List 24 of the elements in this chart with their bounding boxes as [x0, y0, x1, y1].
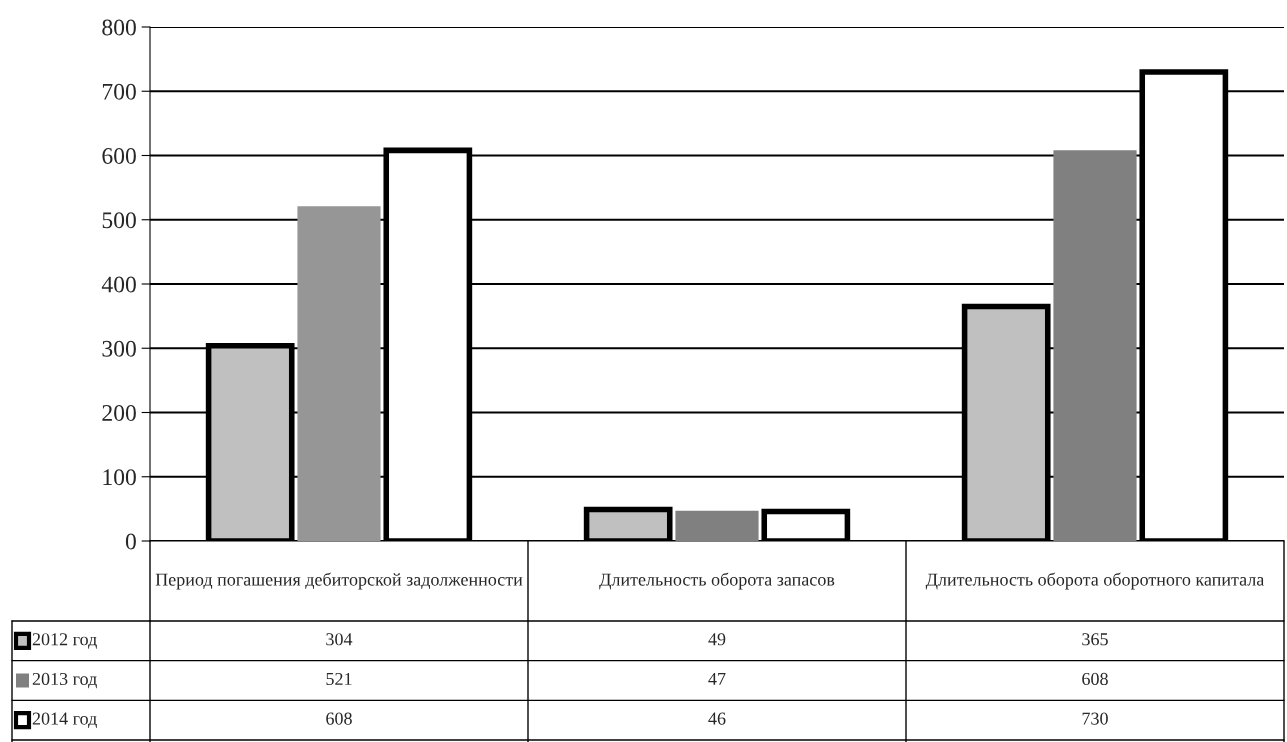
x-tick-label: Длительность оборота оборотного капитала	[925, 572, 1265, 590]
y-tick-label: 200	[102, 404, 136, 421]
x-tick-label: Период погашения дебиторской задолженности	[155, 572, 523, 590]
y-tick-label: 400	[101, 276, 136, 293]
y-tick-label: 500	[102, 212, 136, 229]
data-label: 608	[326, 712, 352, 725]
y-tick-label: 800	[102, 19, 136, 36]
data-label: 521	[326, 672, 352, 686]
data-label: 49	[708, 633, 726, 646]
x-tick-label: Длительность оборота запасов	[599, 572, 835, 590]
y-tick-label: 100	[103, 469, 136, 486]
data-label: 46	[708, 712, 726, 725]
y-tick-label: 700	[102, 83, 136, 100]
y-tick-label: 0	[125, 533, 136, 550]
legend-label: 2012 год	[32, 633, 97, 649]
data-label: 730	[1082, 712, 1108, 725]
data-label: 365	[1082, 633, 1108, 646]
legend-label: 2014 год	[32, 712, 97, 728]
data-label: 47	[708, 672, 726, 685]
data-label: 608	[1082, 672, 1108, 686]
y-tick-label: 300	[102, 340, 136, 357]
y-tick-label: 600	[102, 147, 136, 164]
data-label: 304	[326, 633, 353, 646]
legend-label: 2013 год	[32, 672, 97, 689]
